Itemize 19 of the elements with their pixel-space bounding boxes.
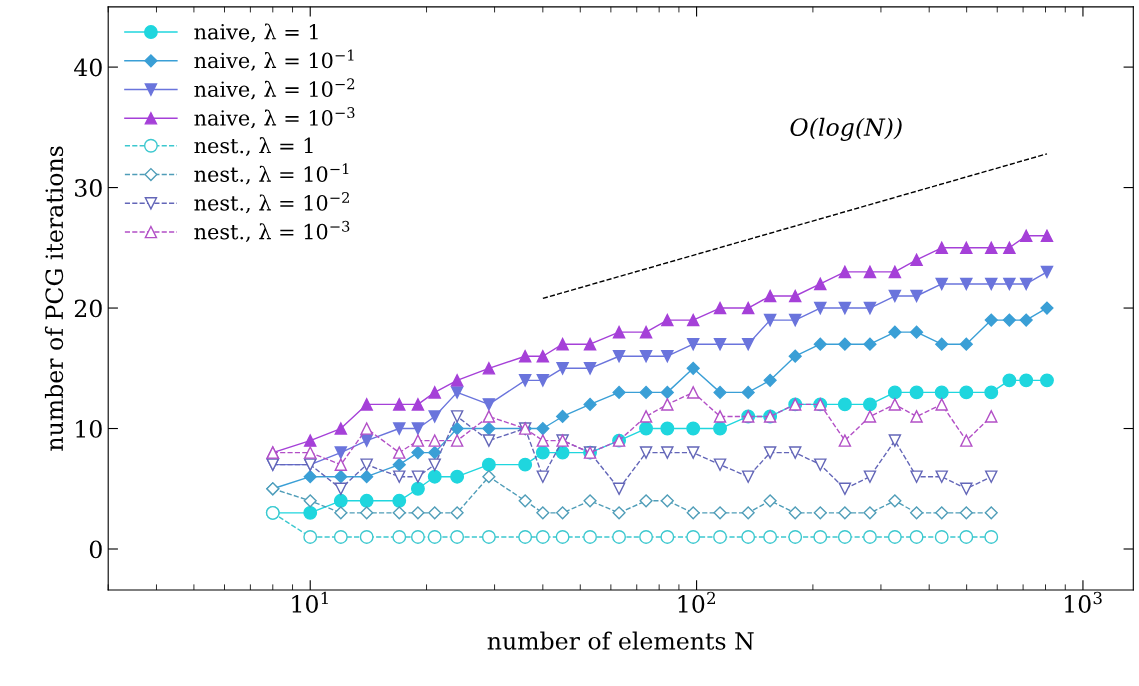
- y-axis-title: number of PCG iterations: [44, 146, 64, 451]
- annotation: O(log(N)): [790, 117, 902, 141]
- y-tick-label: 0: [89, 540, 102, 559]
- x-tick-label: 10$^{3}$: [1065, 591, 1102, 613]
- legend-label: naive, λ = 1: [194, 23, 318, 43]
- legend-label: nest., λ = 1: [194, 137, 313, 156]
- x-tick-label: 10$^{2}$: [678, 591, 715, 613]
- legend-label: nest., λ = 10$^{−3}$: [194, 220, 350, 242]
- y-tick-label: 40: [74, 58, 102, 77]
- y-tick-label: 10: [76, 419, 102, 438]
- legend-label: naive, λ = 10$^{−2}$: [194, 78, 355, 100]
- legend-label: nest., λ = 10$^{−1}$: [194, 163, 349, 185]
- legend-label: nest., λ = 10$^{−2}$: [194, 192, 349, 214]
- y-tick-label: 30: [75, 179, 102, 197]
- legend-label: naive, λ = 10$^{−3}$: [194, 107, 355, 129]
- legend-label: naive, λ = 10$^{−1}$: [194, 49, 354, 71]
- x-tick-label: 10$^{1}$: [292, 591, 328, 613]
- y-tick-label: 20: [74, 299, 102, 318]
- x-axis-title: number of elements N: [487, 631, 754, 650]
